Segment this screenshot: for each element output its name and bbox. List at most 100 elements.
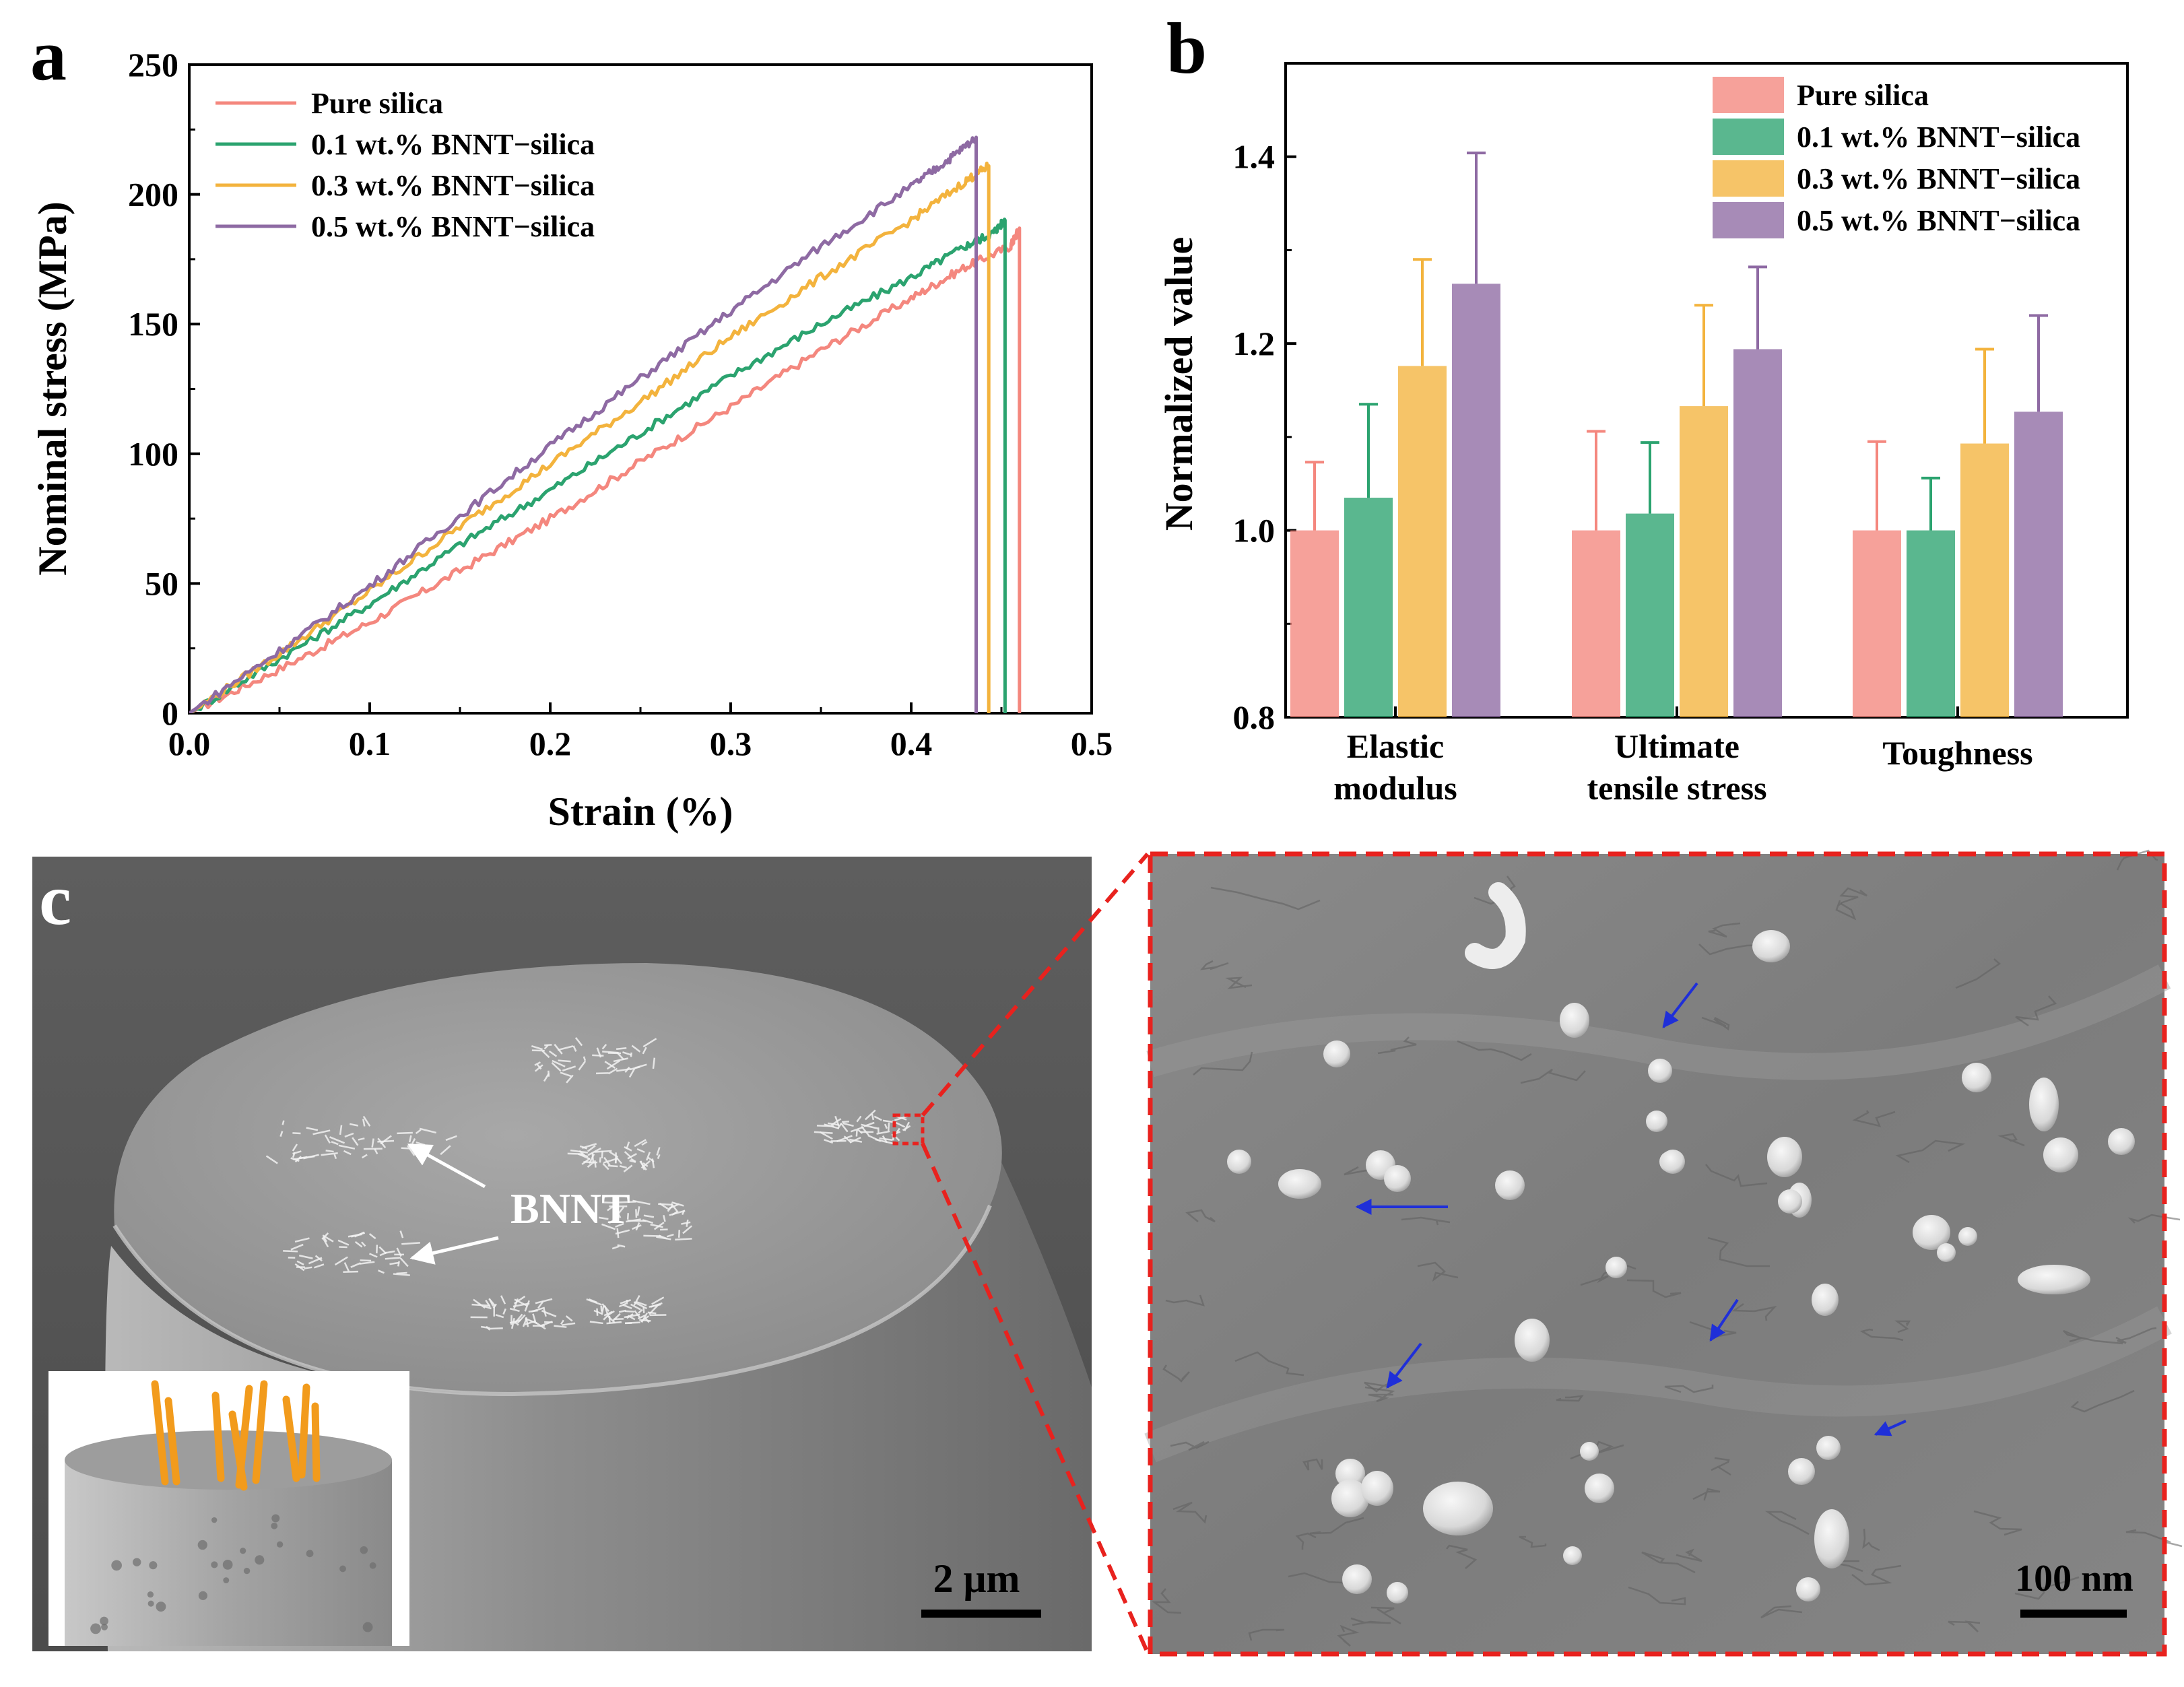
bar (1572, 531, 1620, 717)
bar (1853, 531, 1901, 717)
legend-label: 0.5 wt.% BNNT−silica (311, 210, 595, 243)
x-tick-label: 0.4 (890, 725, 933, 762)
nanotube-blob (2043, 1137, 2078, 1172)
legend-label: 0.3 wt.% BNNT−silica (311, 169, 595, 202)
nanotube-fiber (283, 1121, 284, 1125)
scale-bar-right-label: 100 nm (2015, 1558, 2133, 1599)
pore (223, 1560, 233, 1570)
bar (1626, 514, 1674, 717)
y-tick-label: 1.2 (1233, 325, 1276, 362)
nanotube-blob (2018, 1265, 2090, 1294)
nanotube-blob (1648, 1059, 1672, 1083)
pore (211, 1561, 218, 1568)
bnnt-label: BNNT (510, 1185, 630, 1232)
pore (149, 1561, 157, 1569)
pore (244, 1568, 250, 1574)
bar (1398, 366, 1447, 717)
pore (148, 1601, 154, 1607)
series-line (189, 220, 1005, 713)
y-tick-label: 100 (128, 435, 178, 473)
nanotube-blob (1796, 1577, 1820, 1601)
x-tick-label: tensile stress (1587, 769, 1766, 807)
x-tick-label: Ultimate (1614, 727, 1740, 765)
legend-swatch (1713, 77, 1784, 113)
legend-label: 0.5 wt.% BNNT−silica (1797, 204, 2080, 237)
nanotube-rod (315, 1406, 317, 1478)
plot-a-ylabel: Nominal stress (MPa) (30, 201, 75, 575)
nanotube-fiber (631, 1053, 632, 1057)
panel-b-letter: b (1166, 9, 1207, 89)
pore (101, 1624, 108, 1630)
nanotube-blob (1778, 1189, 1802, 1214)
nanotube-blob (1646, 1111, 1667, 1132)
bar (1733, 349, 1782, 717)
y-tick-label: 1.0 (1233, 512, 1276, 550)
y-tick-label: 50 (145, 564, 178, 602)
nanotube-fiber (601, 1306, 602, 1312)
scale-bar-left (921, 1610, 1041, 1618)
legend-swatch (1713, 160, 1784, 197)
nanotube-blob (1387, 1582, 1408, 1603)
nanotube-rod (302, 1387, 306, 1475)
nanotube-fiber (529, 1311, 538, 1312)
nanotube-fiber (360, 1260, 371, 1261)
bar (2014, 411, 2063, 717)
nanotube-fiber (616, 1048, 626, 1049)
y-tick-label: 250 (128, 46, 178, 84)
nanotube-blob (1606, 1257, 1627, 1278)
nanotube-fiber (888, 1123, 889, 1131)
nanotube-blob (1814, 1509, 1849, 1568)
nanotube-fiber (675, 1238, 692, 1239)
panel-c-micrograph: BNNT 2 μm c (32, 854, 1148, 1653)
nanotube-fiber (490, 1328, 503, 1329)
pore (199, 1591, 207, 1600)
pore (306, 1550, 314, 1557)
pore (271, 1515, 279, 1523)
x-tick-label: Elastic (1347, 727, 1444, 765)
scale-bar-left-label: 2 μm (933, 1556, 1020, 1601)
nanotube-fiber (625, 1311, 634, 1312)
inset-schematic (48, 1371, 409, 1646)
pore (339, 1565, 346, 1572)
nanotube-fiber (602, 1151, 603, 1158)
nanotube-fiber (471, 1304, 490, 1306)
pore (198, 1540, 207, 1550)
pore (271, 1523, 277, 1529)
nanotube-fiber (343, 1271, 358, 1272)
x-tick-label: 0.5 (1071, 725, 1113, 762)
nanotube-blob (1812, 1284, 1839, 1316)
nanotube-fiber (628, 1220, 646, 1221)
bar (1960, 444, 2009, 717)
panel-c-letter: c (39, 860, 71, 940)
nanotube-blob (1767, 1137, 1802, 1177)
nanotube-blob (1937, 1243, 1956, 1262)
inset-pillar-top (65, 1430, 392, 1490)
nanotube-fiber (385, 1257, 401, 1259)
nanotube-blob (1585, 1474, 1614, 1503)
bar (1290, 531, 1339, 717)
x-tick-label: 0.1 (349, 725, 391, 762)
nanotube-blob (1423, 1482, 1493, 1535)
nanotube-blob (1323, 1040, 1350, 1067)
nanotube-blob (1361, 1471, 1393, 1506)
panel-a-letter: a (30, 15, 67, 96)
legend-swatch (1713, 202, 1784, 238)
pore (370, 1562, 376, 1569)
y-tick-label: 1.4 (1233, 138, 1276, 176)
nanotube-blob (1278, 1169, 1321, 1199)
y-tick-label: 200 (128, 176, 178, 213)
nanotube-blob (1560, 1003, 1589, 1038)
nanotube-fiber (842, 1121, 849, 1122)
nanotube-blob (1816, 1436, 1841, 1460)
pore (277, 1542, 283, 1548)
bar (1344, 498, 1393, 717)
plot-a-frame (189, 65, 1092, 713)
plot-b-ylabel: Normalized value (1157, 237, 1201, 531)
series-line (189, 164, 989, 714)
x-tick-label: 0.3 (710, 725, 752, 762)
pore (255, 1555, 264, 1564)
pore (133, 1558, 141, 1566)
